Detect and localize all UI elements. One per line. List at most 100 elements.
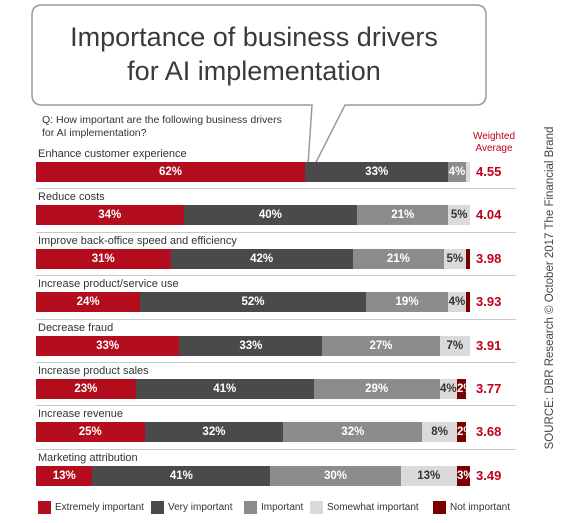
data-label: 5% bbox=[446, 252, 464, 265]
data-label: 31% bbox=[91, 252, 115, 265]
bar-segment bbox=[365, 292, 449, 313]
data-label: 42% bbox=[250, 252, 274, 265]
bar-segment bbox=[270, 465, 401, 486]
data-label: 33% bbox=[96, 339, 120, 352]
bar-segment bbox=[36, 465, 93, 486]
category-label: Enhance customer experience bbox=[38, 148, 187, 160]
data-label: 41% bbox=[213, 383, 237, 395]
bar-segment bbox=[456, 379, 466, 399]
weighted-average-value: 3.91 bbox=[476, 337, 502, 353]
bar-segment bbox=[456, 465, 470, 486]
bar-segment bbox=[36, 335, 180, 356]
category-label: Reduce costs bbox=[38, 191, 105, 204]
data-label: 4% bbox=[439, 383, 457, 395]
data-label: 62% bbox=[159, 166, 183, 178]
data-label: 4% bbox=[448, 166, 466, 178]
bar-segment bbox=[183, 205, 358, 226]
source-credit: SOURCE: DBR Research © October 2017 The … bbox=[544, 126, 556, 450]
bar-segment bbox=[439, 335, 470, 356]
bar-segment bbox=[179, 335, 323, 356]
data-label: 8% bbox=[431, 426, 448, 439]
bar-segment bbox=[140, 292, 366, 313]
weighted-average-value: 3.49 bbox=[476, 467, 502, 483]
data-label: 21% bbox=[386, 252, 410, 265]
weighted-average-header-line-2: Average bbox=[475, 143, 513, 154]
legend-label: Somewhat important bbox=[327, 502, 419, 513]
bar-segment bbox=[36, 205, 184, 226]
weighted-average-value: 3.77 bbox=[476, 381, 502, 396]
data-label: 24% bbox=[76, 296, 100, 309]
row-divider bbox=[36, 362, 516, 363]
weighted-average-value: 3.98 bbox=[476, 250, 502, 266]
bar-segment bbox=[400, 465, 457, 486]
data-label: 33% bbox=[239, 339, 263, 352]
data-label: 30% bbox=[323, 469, 347, 482]
bar-segment bbox=[36, 162, 306, 182]
category-label: Marketing attribution bbox=[38, 451, 138, 464]
data-label: 23% bbox=[74, 383, 98, 395]
chart-title-line-2: for AI implementation bbox=[127, 56, 381, 86]
bar-segment bbox=[36, 379, 136, 399]
data-label: 13% bbox=[417, 469, 441, 482]
legend-swatch bbox=[151, 501, 164, 514]
row-divider bbox=[36, 275, 516, 277]
data-label: 3% bbox=[456, 469, 474, 482]
data-label: 2% bbox=[456, 383, 474, 395]
category-label: Improve back-office speed and efficiency bbox=[38, 234, 237, 247]
bar-segment bbox=[448, 162, 466, 182]
data-label: 34% bbox=[98, 209, 122, 222]
row-divider bbox=[36, 188, 516, 190]
legend-label: Not important bbox=[450, 502, 511, 513]
legend-label: Important bbox=[261, 502, 304, 513]
data-label: 27% bbox=[369, 339, 393, 352]
data-label: 25% bbox=[78, 426, 102, 439]
bar-segment bbox=[135, 379, 314, 399]
data-label: 40% bbox=[258, 209, 282, 222]
legend-swatch bbox=[244, 501, 257, 514]
row-divider bbox=[36, 318, 516, 320]
weighted-average-value: 3.93 bbox=[476, 294, 502, 310]
bar-segment bbox=[465, 292, 470, 313]
data-label: 32% bbox=[341, 426, 365, 439]
bar-segment bbox=[305, 162, 449, 182]
category-label: Increase product/service use bbox=[38, 278, 179, 291]
bar-segment bbox=[422, 422, 457, 443]
data-label: 4% bbox=[448, 296, 466, 309]
legend-label: Very important bbox=[168, 502, 233, 513]
data-label: 13% bbox=[52, 469, 76, 482]
bar-segment bbox=[357, 205, 449, 226]
data-label: 33% bbox=[365, 166, 389, 178]
data-label: 41% bbox=[169, 469, 193, 482]
legend-swatch bbox=[310, 501, 323, 514]
legend-swatch bbox=[38, 501, 51, 514]
chart-title: Importance of business drivers for AI im… bbox=[34, 20, 474, 88]
survey-question-line-2: for AI implementation? bbox=[42, 127, 147, 139]
weighted-average-value: 4.55 bbox=[476, 164, 502, 179]
data-label: 52% bbox=[241, 296, 265, 309]
weighted-average-value: 3.68 bbox=[476, 424, 502, 440]
survey-question: Q: How important are the following busin… bbox=[42, 114, 342, 140]
bar-segment bbox=[456, 422, 466, 443]
bar-segment bbox=[448, 292, 466, 313]
row-divider bbox=[36, 405, 516, 407]
survey-question-line-1: Q: How important are the following busin… bbox=[42, 114, 282, 126]
data-label: 21% bbox=[391, 209, 415, 222]
bar-segment bbox=[36, 422, 145, 443]
data-label: 19% bbox=[395, 296, 419, 309]
bar-segment bbox=[144, 422, 284, 443]
weighted-average-header: Weighted Average bbox=[466, 131, 522, 155]
category-label: Decrease fraud bbox=[38, 321, 114, 334]
weighted-average-value: 4.04 bbox=[476, 207, 502, 223]
bar-segment bbox=[92, 465, 271, 486]
data-label: 2% bbox=[456, 426, 474, 439]
legend-swatch bbox=[433, 501, 446, 514]
bar-segment bbox=[352, 248, 444, 269]
bar-segment bbox=[36, 248, 171, 269]
chart-legend: Extremely important Very important Importa… bbox=[38, 500, 528, 516]
row-divider bbox=[36, 448, 516, 450]
bar-segment bbox=[283, 422, 423, 443]
category-label: Increase product sales bbox=[38, 365, 149, 377]
chart-title-line-1: Importance of business drivers bbox=[70, 22, 438, 52]
bar-segment bbox=[313, 379, 440, 399]
bar-segment bbox=[443, 248, 466, 269]
